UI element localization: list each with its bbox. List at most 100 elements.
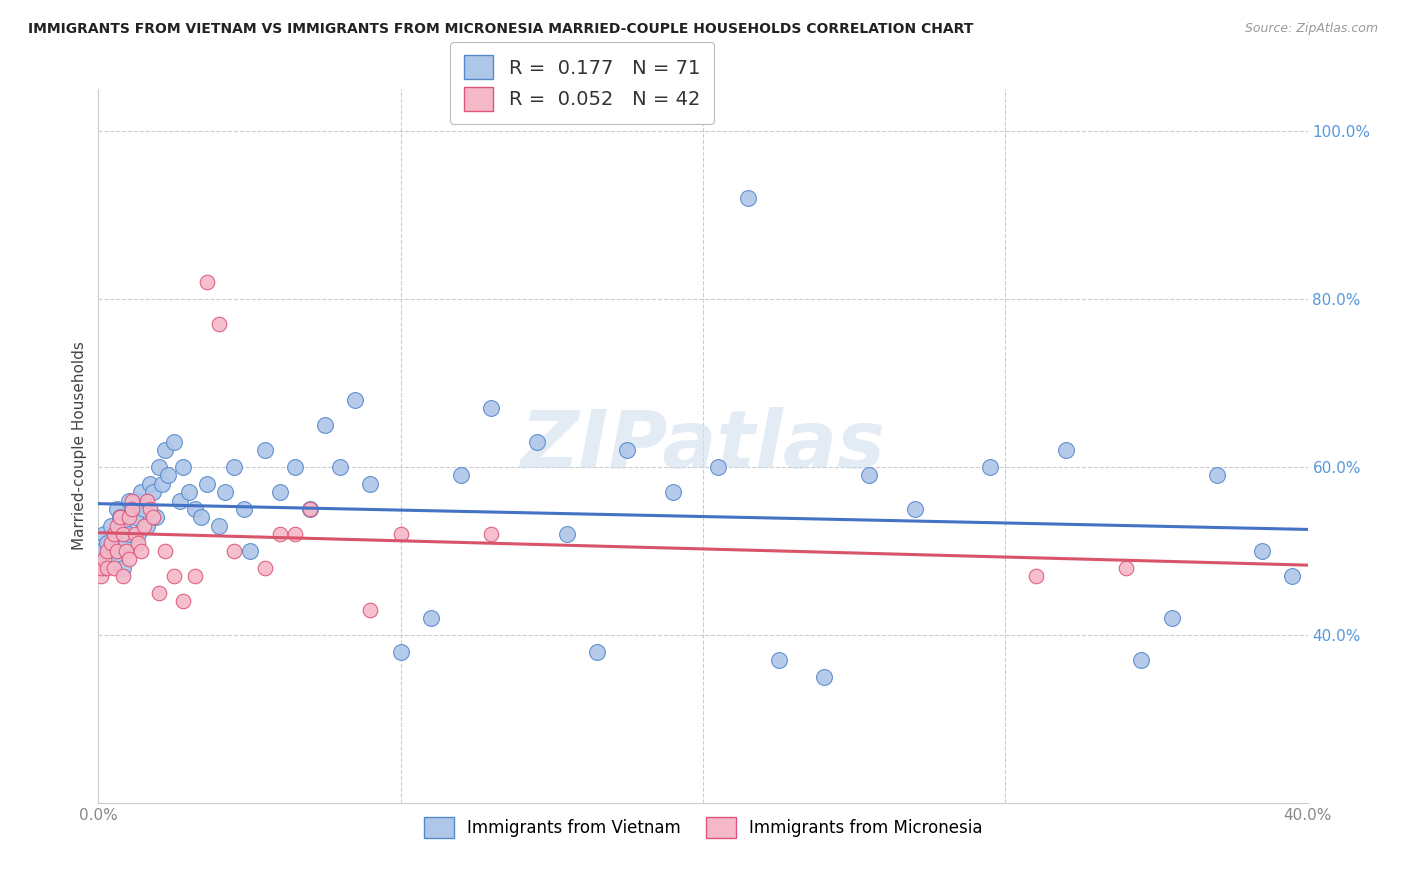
Point (314, 417, 336, 432)
Point (184, 569, 207, 583)
Point (1024, 569, 1046, 583)
Point (105, 502, 128, 516)
Point (299, 502, 322, 516)
Point (768, 653, 790, 667)
Text: IMMIGRANTS FROM VIETNAM VS IMMIGRANTS FROM MICRONESIA MARRIED-COUPLE HOUSEHOLDS : IMMIGRANTS FROM VIETNAM VS IMMIGRANTS FR… (28, 22, 973, 37)
Point (284, 527, 307, 541)
Point (139, 476, 162, 491)
Point (172, 594, 194, 608)
Point (224, 460, 246, 475)
Point (1054, 443, 1077, 458)
Point (707, 460, 730, 475)
Point (105, 544, 128, 558)
Point (124, 510, 146, 524)
Point (904, 502, 927, 516)
Point (114, 544, 136, 558)
Point (129, 544, 152, 558)
Point (208, 318, 231, 332)
Point (153, 544, 176, 558)
Point (124, 527, 146, 541)
Point (420, 611, 443, 625)
Point (93, 560, 115, 574)
Point (111, 560, 134, 574)
Point (118, 493, 141, 508)
Point (586, 645, 609, 659)
Point (344, 392, 367, 407)
Point (111, 527, 134, 541)
Point (813, 670, 835, 684)
Point (232, 502, 254, 516)
Point (108, 510, 131, 524)
Point (90, 560, 112, 574)
Legend: Immigrants from Vietnam, Immigrants from Micronesia: Immigrants from Vietnam, Immigrants from… (416, 811, 990, 845)
Point (121, 493, 143, 508)
Point (269, 485, 291, 500)
Point (121, 502, 143, 516)
Point (129, 485, 152, 500)
Point (114, 535, 136, 549)
Point (135, 493, 157, 508)
Point (103, 560, 125, 574)
Point (96, 544, 118, 558)
Point (103, 544, 125, 558)
Point (142, 510, 165, 524)
Point (135, 518, 157, 533)
Point (1206, 468, 1229, 483)
Point (118, 527, 141, 541)
Point (150, 476, 173, 491)
Point (127, 527, 149, 541)
Point (172, 460, 194, 475)
Point (329, 460, 352, 475)
Point (389, 645, 412, 659)
Point (103, 527, 125, 541)
Point (184, 502, 207, 516)
Point (555, 527, 578, 541)
Point (148, 460, 170, 475)
Point (132, 502, 155, 516)
Point (481, 401, 503, 416)
Point (190, 510, 212, 524)
Point (253, 560, 276, 574)
Point (100, 518, 122, 533)
Point (1251, 544, 1274, 558)
Point (148, 586, 170, 600)
Point (121, 502, 143, 516)
Point (127, 493, 149, 508)
Point (105, 527, 128, 541)
Point (224, 544, 246, 558)
Text: ZIPatlas: ZIPatlas (520, 407, 886, 485)
Point (100, 535, 122, 549)
Point (90, 544, 112, 558)
Point (979, 460, 1001, 475)
Point (169, 493, 191, 508)
Point (481, 527, 503, 541)
Point (1130, 653, 1153, 667)
Point (163, 434, 186, 449)
Point (208, 518, 231, 533)
Point (360, 603, 382, 617)
Point (96, 560, 118, 574)
Point (142, 485, 165, 500)
Point (214, 485, 236, 500)
Point (1160, 611, 1182, 625)
Point (179, 485, 201, 500)
Point (156, 468, 179, 483)
Point (118, 510, 141, 524)
Point (90, 569, 112, 583)
Text: Source: ZipAtlas.com: Source: ZipAtlas.com (1244, 22, 1378, 36)
Point (127, 535, 149, 549)
Point (1281, 569, 1303, 583)
Point (360, 476, 382, 491)
Point (195, 476, 218, 491)
Point (450, 468, 472, 483)
Point (153, 443, 176, 458)
Point (111, 569, 134, 583)
Point (269, 527, 291, 541)
Point (284, 460, 307, 475)
Point (103, 552, 125, 566)
Point (93, 552, 115, 566)
Point (145, 510, 167, 524)
Point (108, 510, 131, 524)
Point (239, 544, 262, 558)
Point (139, 502, 162, 516)
